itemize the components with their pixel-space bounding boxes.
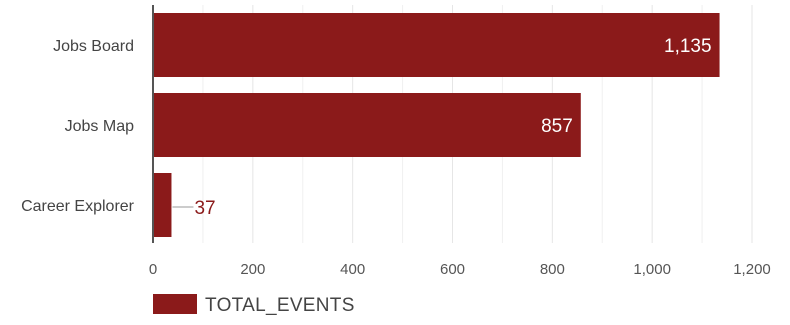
bar-jobs-board [153,13,720,77]
category-label: Career Explorer [21,198,135,215]
category-label: Jobs Map [65,118,134,135]
x-tick-label: 200 [240,261,265,278]
x-tick-label: 1,200 [733,261,771,278]
category-label: Jobs Board [53,38,134,55]
legend-label: TOTAL_EVENTS [205,295,355,316]
x-tick-label: 0 [149,261,157,278]
data-label: 1,135 [664,36,712,57]
bars [153,13,720,237]
data-label: 37 [194,198,215,219]
legend: TOTAL_EVENTS [153,294,355,316]
x-tick-label: 600 [440,261,465,278]
legend-swatch [153,294,197,314]
bar-jobs-map [153,93,581,157]
x-tick-label: 400 [340,261,365,278]
bar-career-explorer [153,173,172,237]
x-tick-label: 800 [540,261,565,278]
x-tick-label: 1,000 [633,261,671,278]
labels: 1,135 Jobs Board 857 Jobs Map 37 Career Explo… [21,36,771,278]
data-label: 857 [541,116,573,137]
